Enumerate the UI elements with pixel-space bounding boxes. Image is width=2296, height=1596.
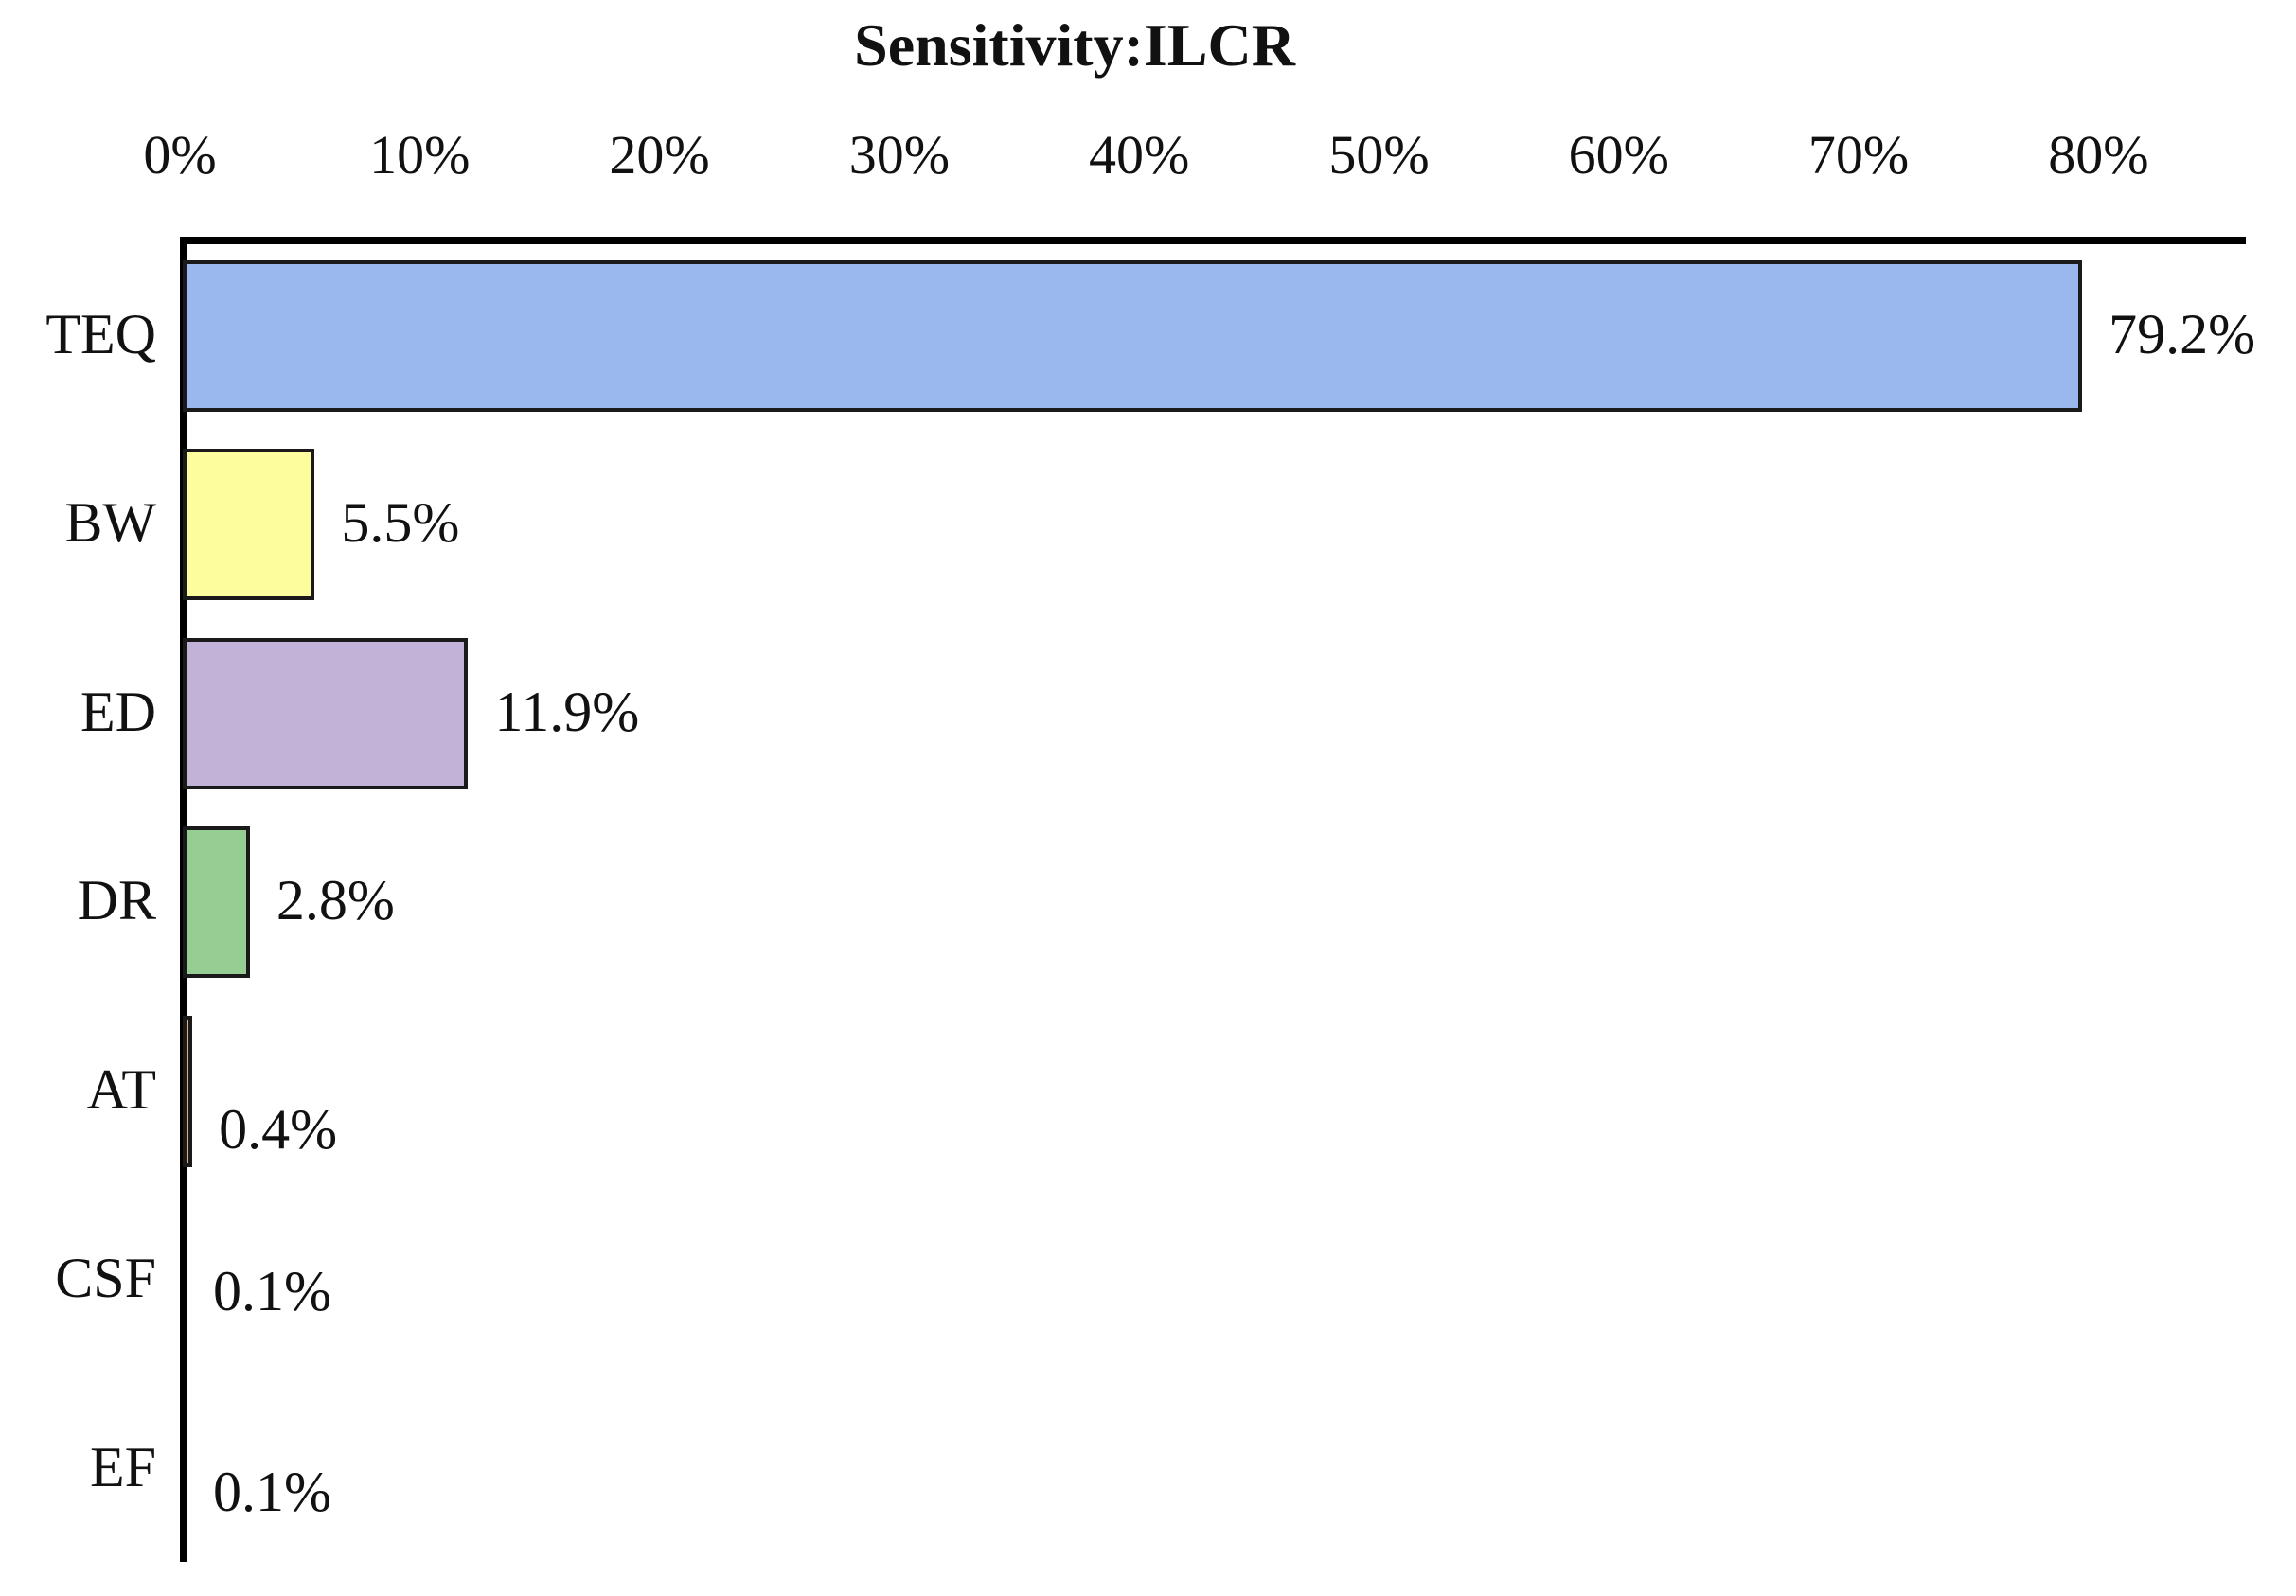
x-axis-tick-label: 80%	[2048, 124, 2149, 186]
value-label-dr: 2.8%	[276, 869, 395, 931]
chart-title: Sensitivity:ILCR	[854, 11, 1295, 79]
x-axis-tick-label: 30%	[848, 124, 951, 186]
bar-dr	[183, 826, 250, 978]
category-label-at: AT	[86, 1058, 156, 1121]
x-axis-line	[180, 237, 2246, 244]
bar-ed	[183, 638, 469, 789]
x-axis-tick-label: 70%	[1807, 124, 1910, 186]
value-label-csf: 0.1%	[213, 1260, 331, 1322]
bar-at	[183, 1016, 193, 1167]
category-label-csf: CSF	[55, 1247, 156, 1309]
x-axis-tick-label: 50%	[1328, 124, 1430, 186]
x-axis-tick-label: 10%	[369, 124, 471, 186]
category-label-teq: TEQ	[45, 303, 156, 365]
x-axis-tick-label: 0%	[143, 124, 217, 186]
bar-teq	[183, 260, 2083, 412]
value-label-bw: 5.5%	[341, 491, 460, 554]
value-label-ef: 0.1%	[213, 1461, 331, 1523]
category-label-ed: ED	[80, 681, 156, 743]
bar-bw	[183, 449, 315, 600]
value-label-teq: 79.2%	[2109, 303, 2256, 365]
category-label-ef: EF	[89, 1436, 156, 1498]
value-label-at: 0.4%	[219, 1098, 338, 1161]
x-axis-tick-label: 60%	[1568, 124, 1669, 186]
value-label-ed: 11.9%	[494, 681, 640, 743]
x-axis-tick-label: 20%	[609, 124, 710, 186]
category-label-bw: BW	[64, 491, 156, 554]
x-axis-tick-label: 40%	[1089, 124, 1190, 186]
category-label-dr: DR	[77, 869, 156, 931]
